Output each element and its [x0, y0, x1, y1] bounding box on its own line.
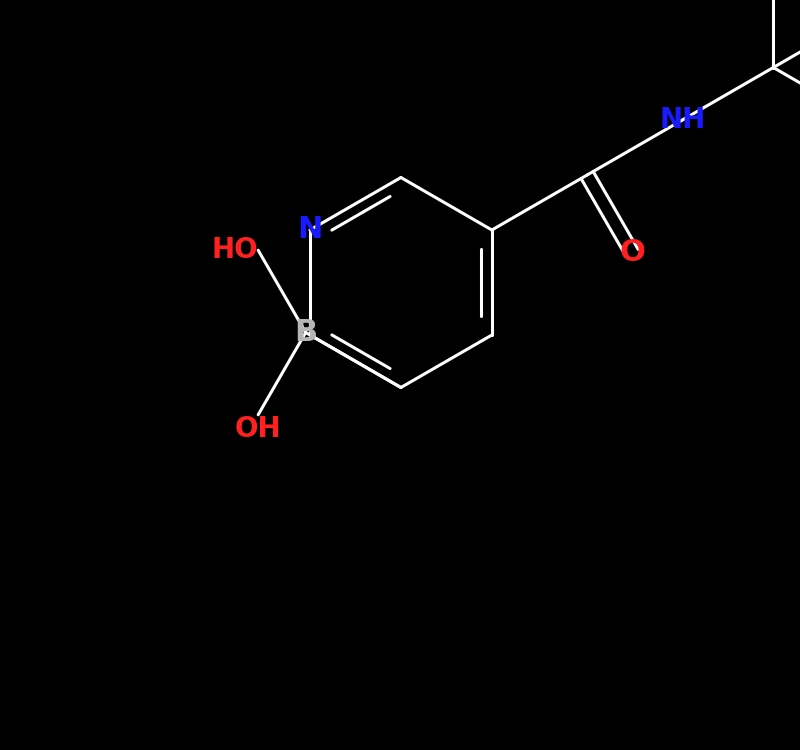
Text: OH: OH: [235, 415, 282, 442]
Text: NH: NH: [659, 106, 706, 134]
Text: B: B: [294, 318, 318, 347]
Text: N: N: [298, 215, 322, 244]
Text: HO: HO: [211, 236, 258, 264]
Text: O: O: [619, 238, 645, 268]
